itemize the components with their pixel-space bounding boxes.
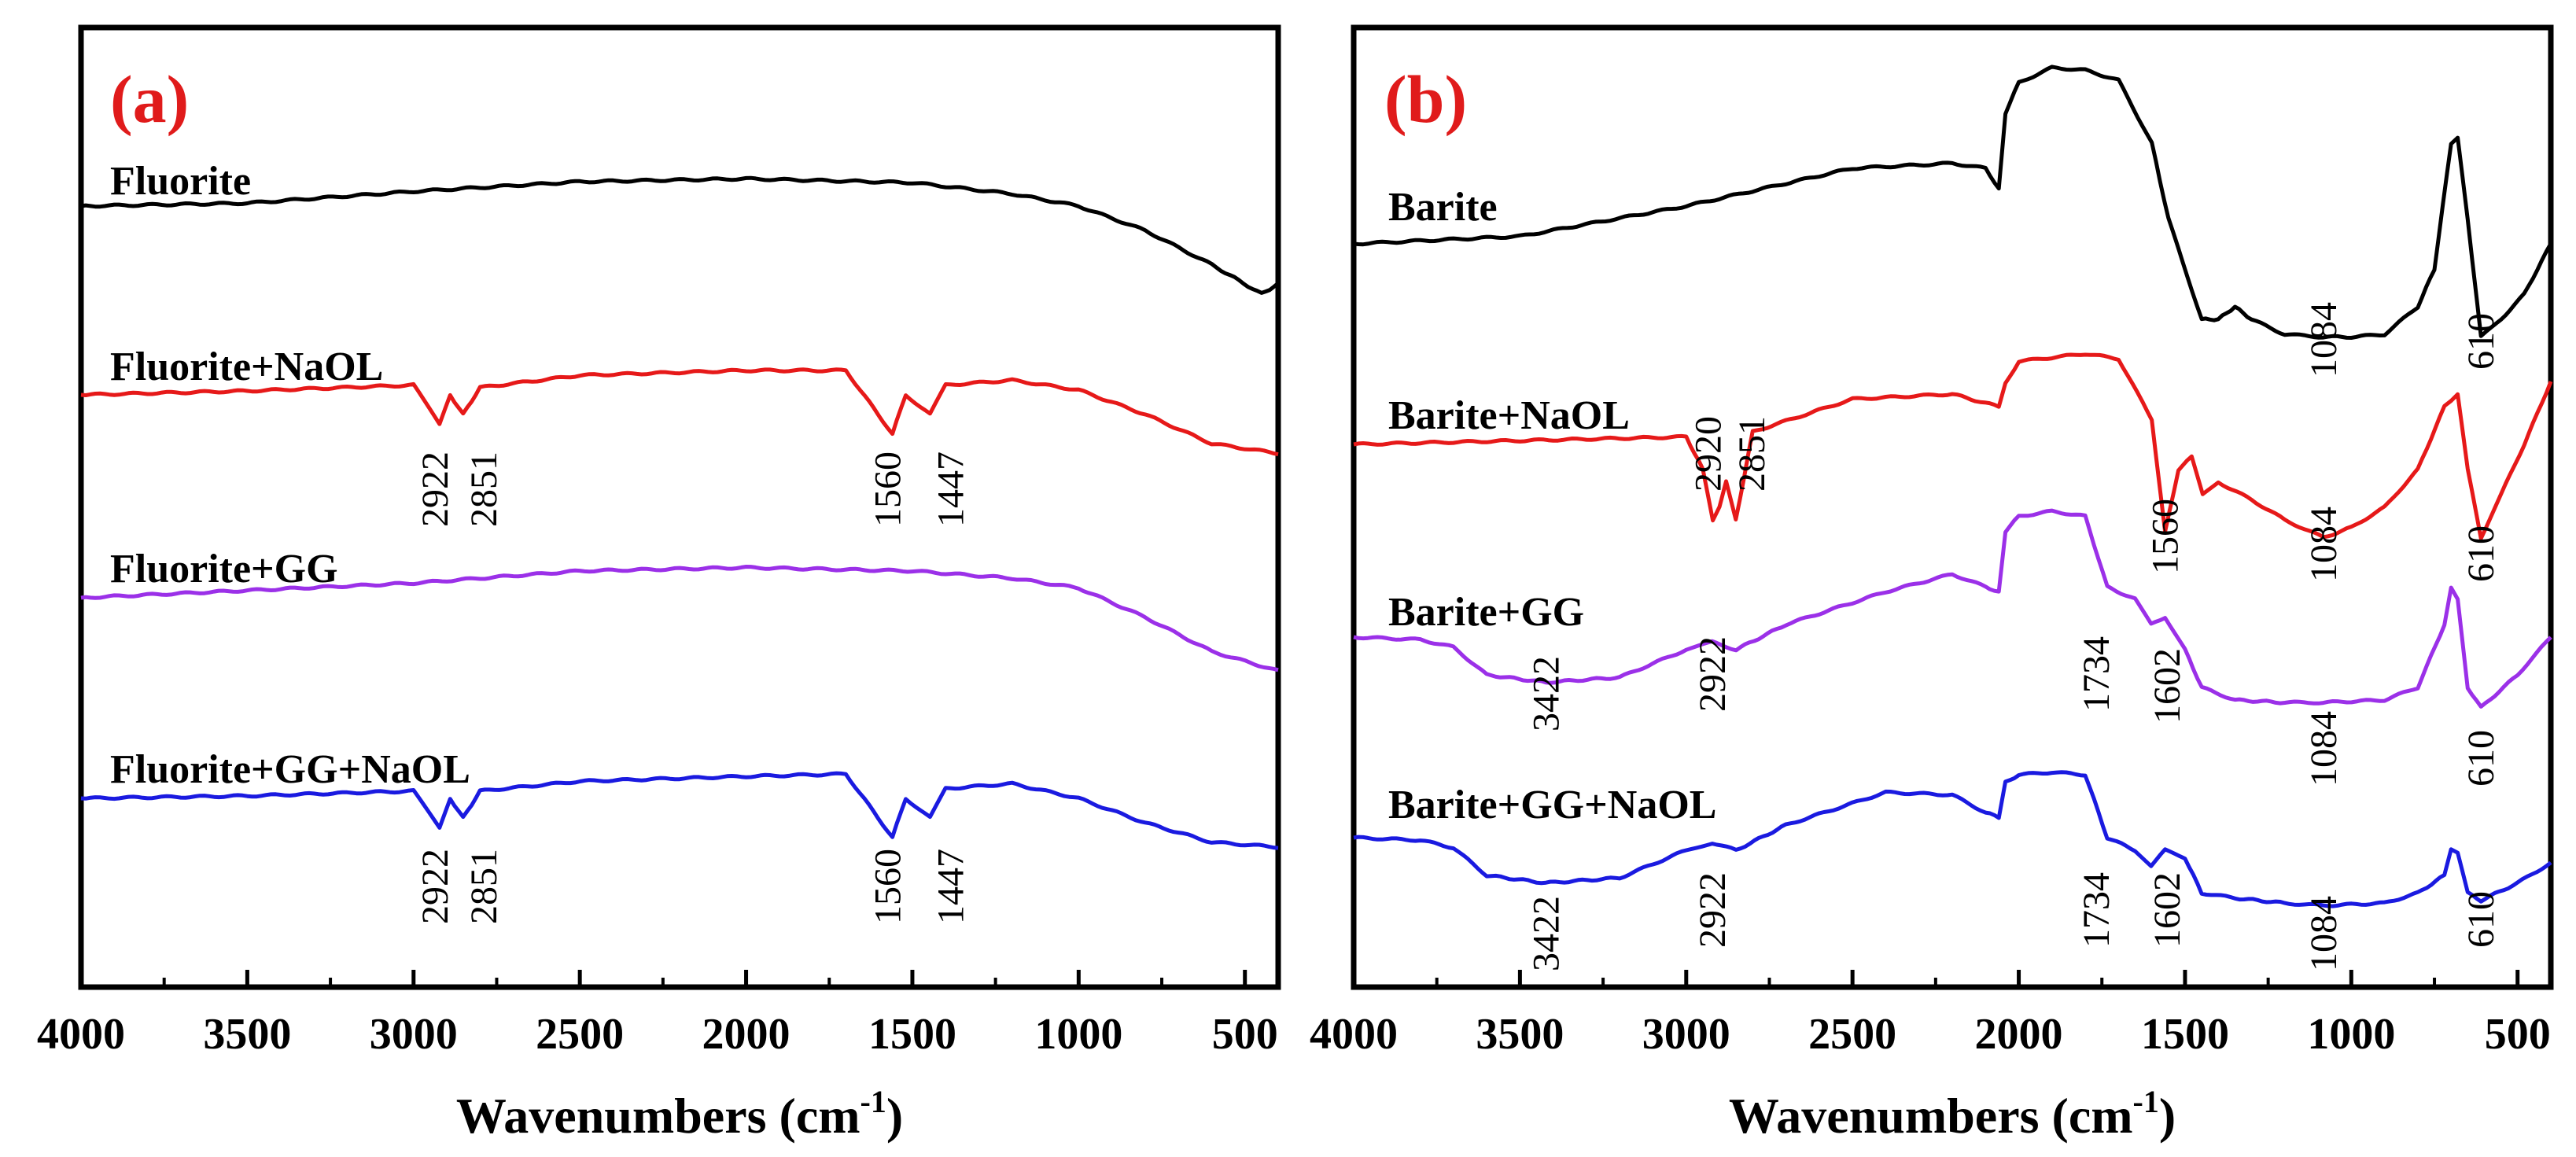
x-axis-title: Wavenumbers (cm-1): [1729, 1084, 2176, 1144]
x-tick-label: 2000: [702, 1010, 790, 1059]
peak-label: 2851: [1731, 416, 1773, 492]
series-line: [1353, 64, 2553, 340]
peak-label: 1734: [2076, 872, 2117, 948]
series-line: [1353, 770, 2552, 908]
x-tick-label: 500: [1212, 1010, 1278, 1059]
peak-label: 1560: [868, 451, 909, 527]
peak-label: 2922: [1692, 636, 1734, 712]
x-tick-label: 2000: [1975, 1010, 2063, 1059]
peak-label: 2922: [1692, 872, 1734, 948]
x-tick-label: 1500: [2141, 1010, 2229, 1059]
peak-label: 1084: [2303, 896, 2345, 971]
series-label: Fluorite: [110, 159, 251, 204]
series-label: Fluorite+NaOL: [110, 345, 383, 389]
peak-label: 610: [2460, 891, 2502, 948]
x-tick-label: 3000: [1642, 1010, 1730, 1059]
series-label: Fluorite+GG: [110, 547, 338, 591]
series-line: [80, 771, 1279, 850]
x-tick-label: 500: [2485, 1010, 2551, 1059]
peak-label: 1447: [930, 849, 971, 924]
x-tick-label: 4000: [37, 1010, 125, 1059]
series-label: Barite: [1388, 185, 1498, 230]
panel-a: (a) 4000 3500 3000 2500 2000 1500 1000 500 Wavenu…: [37, 24, 1281, 1144]
peak-label: 1734: [2076, 636, 2117, 712]
peak-label: 2922: [415, 849, 456, 924]
peak-label: 2851: [463, 849, 505, 924]
peak-label: 1447: [930, 451, 971, 527]
peak-label: 1084: [2303, 302, 2345, 378]
peak-label: 3422: [1525, 656, 1567, 731]
series-label: Barite+GG: [1388, 590, 1584, 635]
series-line: [80, 565, 1279, 672]
peak-label: 610: [2460, 730, 2502, 787]
x-tick-label: 1500: [868, 1010, 956, 1059]
peak-label: 2920: [1688, 416, 1730, 492]
peak-label: 1602: [2147, 648, 2188, 724]
x-tick-label: 4000: [1310, 1010, 1398, 1059]
peak-label: 610: [2460, 313, 2502, 370]
x-tick-label: 3500: [1476, 1010, 1564, 1059]
series-label: Fluorite+GG+NaOL: [110, 747, 470, 792]
peak-label: 1560: [868, 849, 909, 924]
panel-b: (b) 4000 3500 3000 2500 2000 1500 1000 500 Wavenu…: [1310, 24, 2554, 1144]
x-tick-label: 2500: [536, 1010, 624, 1059]
plot-frame: [1351, 24, 2554, 990]
peak-label: 610: [2460, 525, 2502, 582]
peak-label: 1602: [2147, 872, 2188, 948]
series-label: Barite+NaOL: [1388, 393, 1630, 438]
x-axis-title: Wavenumbers (cm-1): [456, 1084, 903, 1144]
plot-frame: [78, 24, 1281, 990]
series-line: [80, 175, 1280, 295]
x-tick-label: 3500: [203, 1010, 291, 1059]
series-label: Barite+GG+NaOL: [1388, 783, 1716, 827]
peak-label: 1560: [2145, 499, 2187, 574]
peak-label: 2922: [415, 451, 456, 527]
peak-label: 1084: [2303, 711, 2345, 787]
peak-label: 2851: [463, 451, 505, 527]
x-tick-label: 1000: [2307, 1010, 2395, 1059]
panel-label: (a): [110, 61, 189, 137]
x-tick-label: 1000: [1034, 1010, 1122, 1059]
series-line: [1353, 508, 2552, 709]
series-line: [1353, 352, 2553, 541]
series-line: [80, 367, 1279, 457]
peak-label: 3422: [1525, 896, 1567, 971]
x-tick-label: 3000: [370, 1010, 458, 1059]
peak-label: 1084: [2303, 507, 2345, 582]
panel-label: (b): [1384, 61, 1467, 137]
x-tick-label: 2500: [1808, 1010, 1896, 1059]
